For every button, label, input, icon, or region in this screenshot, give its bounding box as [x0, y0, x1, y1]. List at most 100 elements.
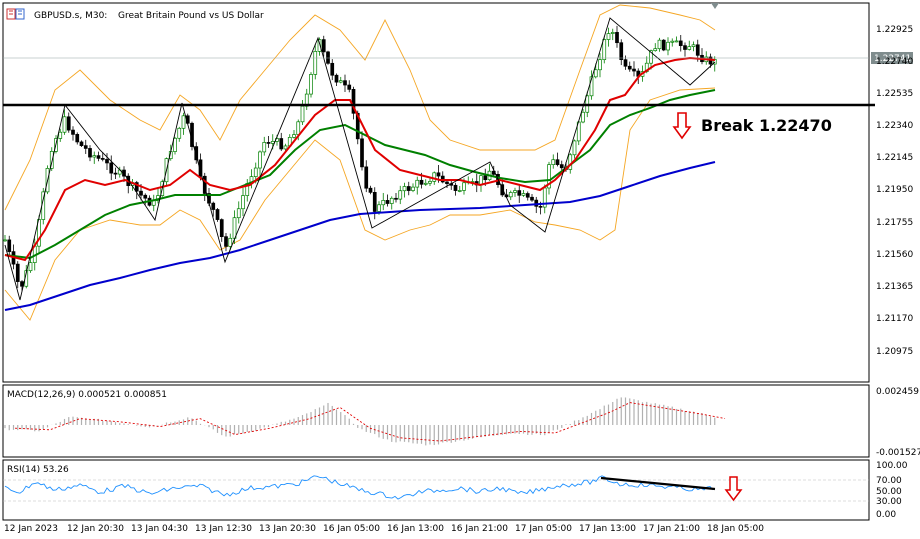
candle	[309, 72, 313, 98]
rsi-scale-label: 30.00	[876, 497, 902, 507]
candle	[58, 128, 63, 142]
candle	[610, 28, 615, 41]
candle	[606, 27, 611, 47]
candle	[330, 59, 335, 81]
candle	[100, 152, 105, 162]
candle	[364, 160, 369, 193]
candles-group[interactable]	[3, 25, 717, 291]
macd-histogram	[4, 397, 716, 446]
macd-label: MACD(12,26,9) 0.000521 0.000851	[7, 390, 167, 400]
candle	[525, 191, 530, 201]
candle	[113, 167, 118, 179]
candle	[236, 201, 241, 224]
candle	[678, 34, 683, 52]
candle	[66, 112, 71, 133]
price-label: 1.21170	[876, 314, 913, 324]
candle	[572, 139, 577, 159]
time-label: 18 Jan 05:00	[707, 524, 764, 534]
rsi-label: RSI(14) 53.26	[7, 465, 69, 475]
price-label: 1.22535	[876, 89, 913, 99]
rsi-scale-label: 70.00	[876, 476, 902, 486]
candle	[530, 193, 534, 202]
candle	[551, 154, 556, 169]
candle	[666, 37, 670, 56]
candle	[92, 151, 97, 164]
candle	[360, 131, 364, 171]
rsi-trendline[interactable]	[600, 476, 716, 491]
candle	[71, 126, 75, 141]
candle	[292, 129, 296, 139]
candle	[559, 160, 564, 171]
time-label: 12 Jan 2023	[4, 524, 58, 534]
candle	[661, 39, 666, 52]
candle	[194, 142, 199, 164]
candle	[423, 179, 428, 186]
candle	[79, 140, 84, 147]
candle	[215, 208, 220, 222]
macd-signal	[14, 402, 726, 442]
candle	[96, 151, 101, 162]
macd-panel[interactable]	[2, 384, 870, 458]
ma-slow-line	[4, 161, 716, 311]
candle	[415, 176, 420, 195]
bollinger-upper	[4, 4, 716, 211]
candle	[602, 36, 607, 64]
candle	[105, 153, 109, 170]
candle	[398, 185, 403, 205]
symbol-title: GBPUSD.s, M30:	[34, 11, 107, 21]
zigzag-line	[4, 17, 716, 301]
time-label: 16 Jan 21:00	[451, 524, 508, 534]
candle	[211, 201, 216, 217]
candle	[402, 182, 407, 198]
price-label: 1.21950	[876, 185, 913, 195]
candle	[347, 80, 352, 93]
candle	[619, 39, 624, 66]
bollinger-lower	[4, 87, 716, 321]
candle	[683, 42, 687, 57]
candle	[266, 135, 271, 148]
candle	[627, 61, 632, 72]
candle	[513, 187, 517, 197]
candle	[343, 74, 347, 92]
price-label: 1.22925	[876, 25, 913, 35]
candle	[394, 193, 398, 203]
time-label: 13 Jan 20:30	[259, 524, 316, 534]
candle	[687, 40, 692, 51]
candle	[517, 185, 522, 203]
price-label: 1.22340	[876, 121, 913, 131]
candle	[389, 196, 394, 210]
candle	[406, 181, 411, 196]
price-label: 1.22740	[876, 57, 913, 67]
time-axis: 12 Jan 2023 12 Jan 20:30 13 Jan 04:30 13…	[4, 524, 764, 534]
time-label: 16 Jan 13:00	[387, 524, 444, 534]
candle	[224, 233, 228, 252]
macd-scale-bottom: -0.001527	[876, 448, 920, 458]
candle	[241, 187, 245, 216]
rsi-path	[4, 475, 714, 500]
time-label: 12 Jan 20:30	[67, 524, 124, 534]
candle	[228, 233, 233, 251]
candle	[62, 109, 67, 135]
candle	[262, 136, 267, 156]
price-label: 1.21755	[876, 218, 913, 228]
chart-shift-marker[interactable]	[711, 3, 719, 9]
zigzag-lines	[4, 17, 716, 301]
candle	[279, 132, 284, 152]
candle	[547, 161, 551, 195]
candle	[317, 37, 322, 56]
macd-signal-line	[14, 402, 726, 442]
price-axis: 1.22925 1.22740 1.22535 1.22340 1.22145 …	[876, 25, 913, 357]
candle	[181, 112, 186, 135]
candle	[283, 143, 288, 152]
candle	[313, 44, 318, 80]
candle	[411, 183, 415, 193]
price-label: 1.22145	[876, 153, 913, 163]
candle	[521, 190, 526, 197]
symbol-icon	[6, 8, 25, 20]
time-label: 17 Jan 21:00	[643, 524, 700, 534]
rsi-panel[interactable]	[2, 459, 870, 521]
candle	[3, 234, 7, 242]
price-label: 1.21365	[876, 282, 913, 292]
down-arrow-icon	[724, 476, 743, 502]
